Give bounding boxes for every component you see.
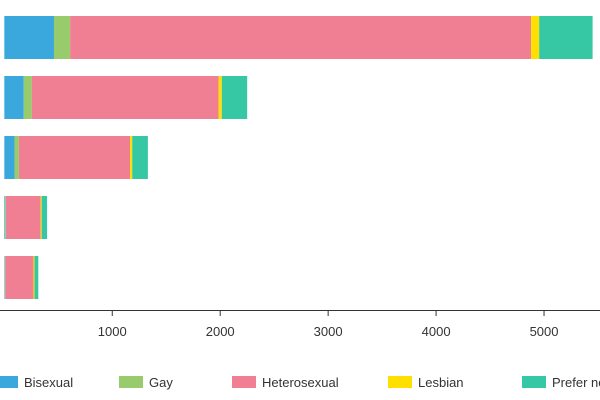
legend-label-prefer-not-to-say: Prefer not to say	[552, 375, 600, 390]
bar-segment-heterosexual-row-5	[5, 256, 34, 299]
bar-segment-prefer-not-to-say-row-3	[132, 136, 148, 179]
legend-label-heterosexual: Heterosexual	[262, 375, 339, 390]
bar-segment-heterosexual-row-4	[6, 196, 41, 239]
x-tick-label: 2000	[206, 324, 235, 339]
x-tick-label: 1000	[98, 324, 127, 339]
legend-label-lesbian: Lesbian	[418, 375, 464, 390]
bar-segment-heterosexual-row-1	[70, 16, 532, 59]
bar-segment-prefer-not-to-say-row-4	[41, 196, 48, 239]
bar-segment-prefer-not-to-say-row-2	[221, 76, 248, 119]
bar-segment-lesbian-row-1	[531, 16, 540, 59]
bar-segment-bisexual-row-1	[4, 16, 54, 59]
bar-segment-prefer-not-to-say-row-5	[34, 256, 39, 299]
legend-swatch-bisexual	[0, 376, 18, 388]
bar-segment-gay-row-3	[14, 136, 19, 179]
x-tick-label: 3000	[314, 324, 343, 339]
bar-segment-bisexual-row-4	[4, 196, 6, 239]
legend-swatch-prefer-not-to-say	[522, 376, 546, 388]
bar-segment-lesbian-row-3	[130, 136, 133, 179]
bar-segment-gay-row-2	[23, 76, 32, 119]
bars-layer	[4, 16, 593, 299]
x-tick-label: 4000	[422, 324, 451, 339]
x-axis-ticks: 1000 2000 3000 4000 5000	[98, 310, 559, 339]
bar-segment-bisexual-row-2	[4, 76, 24, 119]
bar-segment-heterosexual-row-2	[31, 76, 219, 119]
bar-segment-bisexual-row-3	[4, 136, 15, 179]
bar-segment-lesbian-row-4	[40, 196, 42, 239]
bar-segment-gay-row-5	[4, 256, 6, 299]
legend-swatch-gay	[119, 376, 143, 388]
bar-segment-gay-row-1	[53, 16, 71, 59]
x-tick-label: 5000	[530, 324, 559, 339]
bar-segment-prefer-not-to-say-row-1	[539, 16, 593, 59]
bar-segment-lesbian-row-2	[218, 76, 222, 119]
bar-segment-heterosexual-row-3	[18, 136, 131, 179]
legend-swatch-lesbian	[388, 376, 412, 388]
legend-label-bisexual: Bisexual	[24, 375, 73, 390]
bar-segment-lesbian-row-5	[33, 256, 35, 299]
legend-swatch-heterosexual	[232, 376, 256, 388]
bar-segment-bisexual-row-5	[4, 256, 5, 299]
legend-label-gay: Gay	[149, 375, 173, 390]
bar-segment-gay-row-4	[5, 196, 7, 239]
legend: Bisexual Gay Heterosexual Lesbian Prefer not…	[0, 375, 600, 390]
